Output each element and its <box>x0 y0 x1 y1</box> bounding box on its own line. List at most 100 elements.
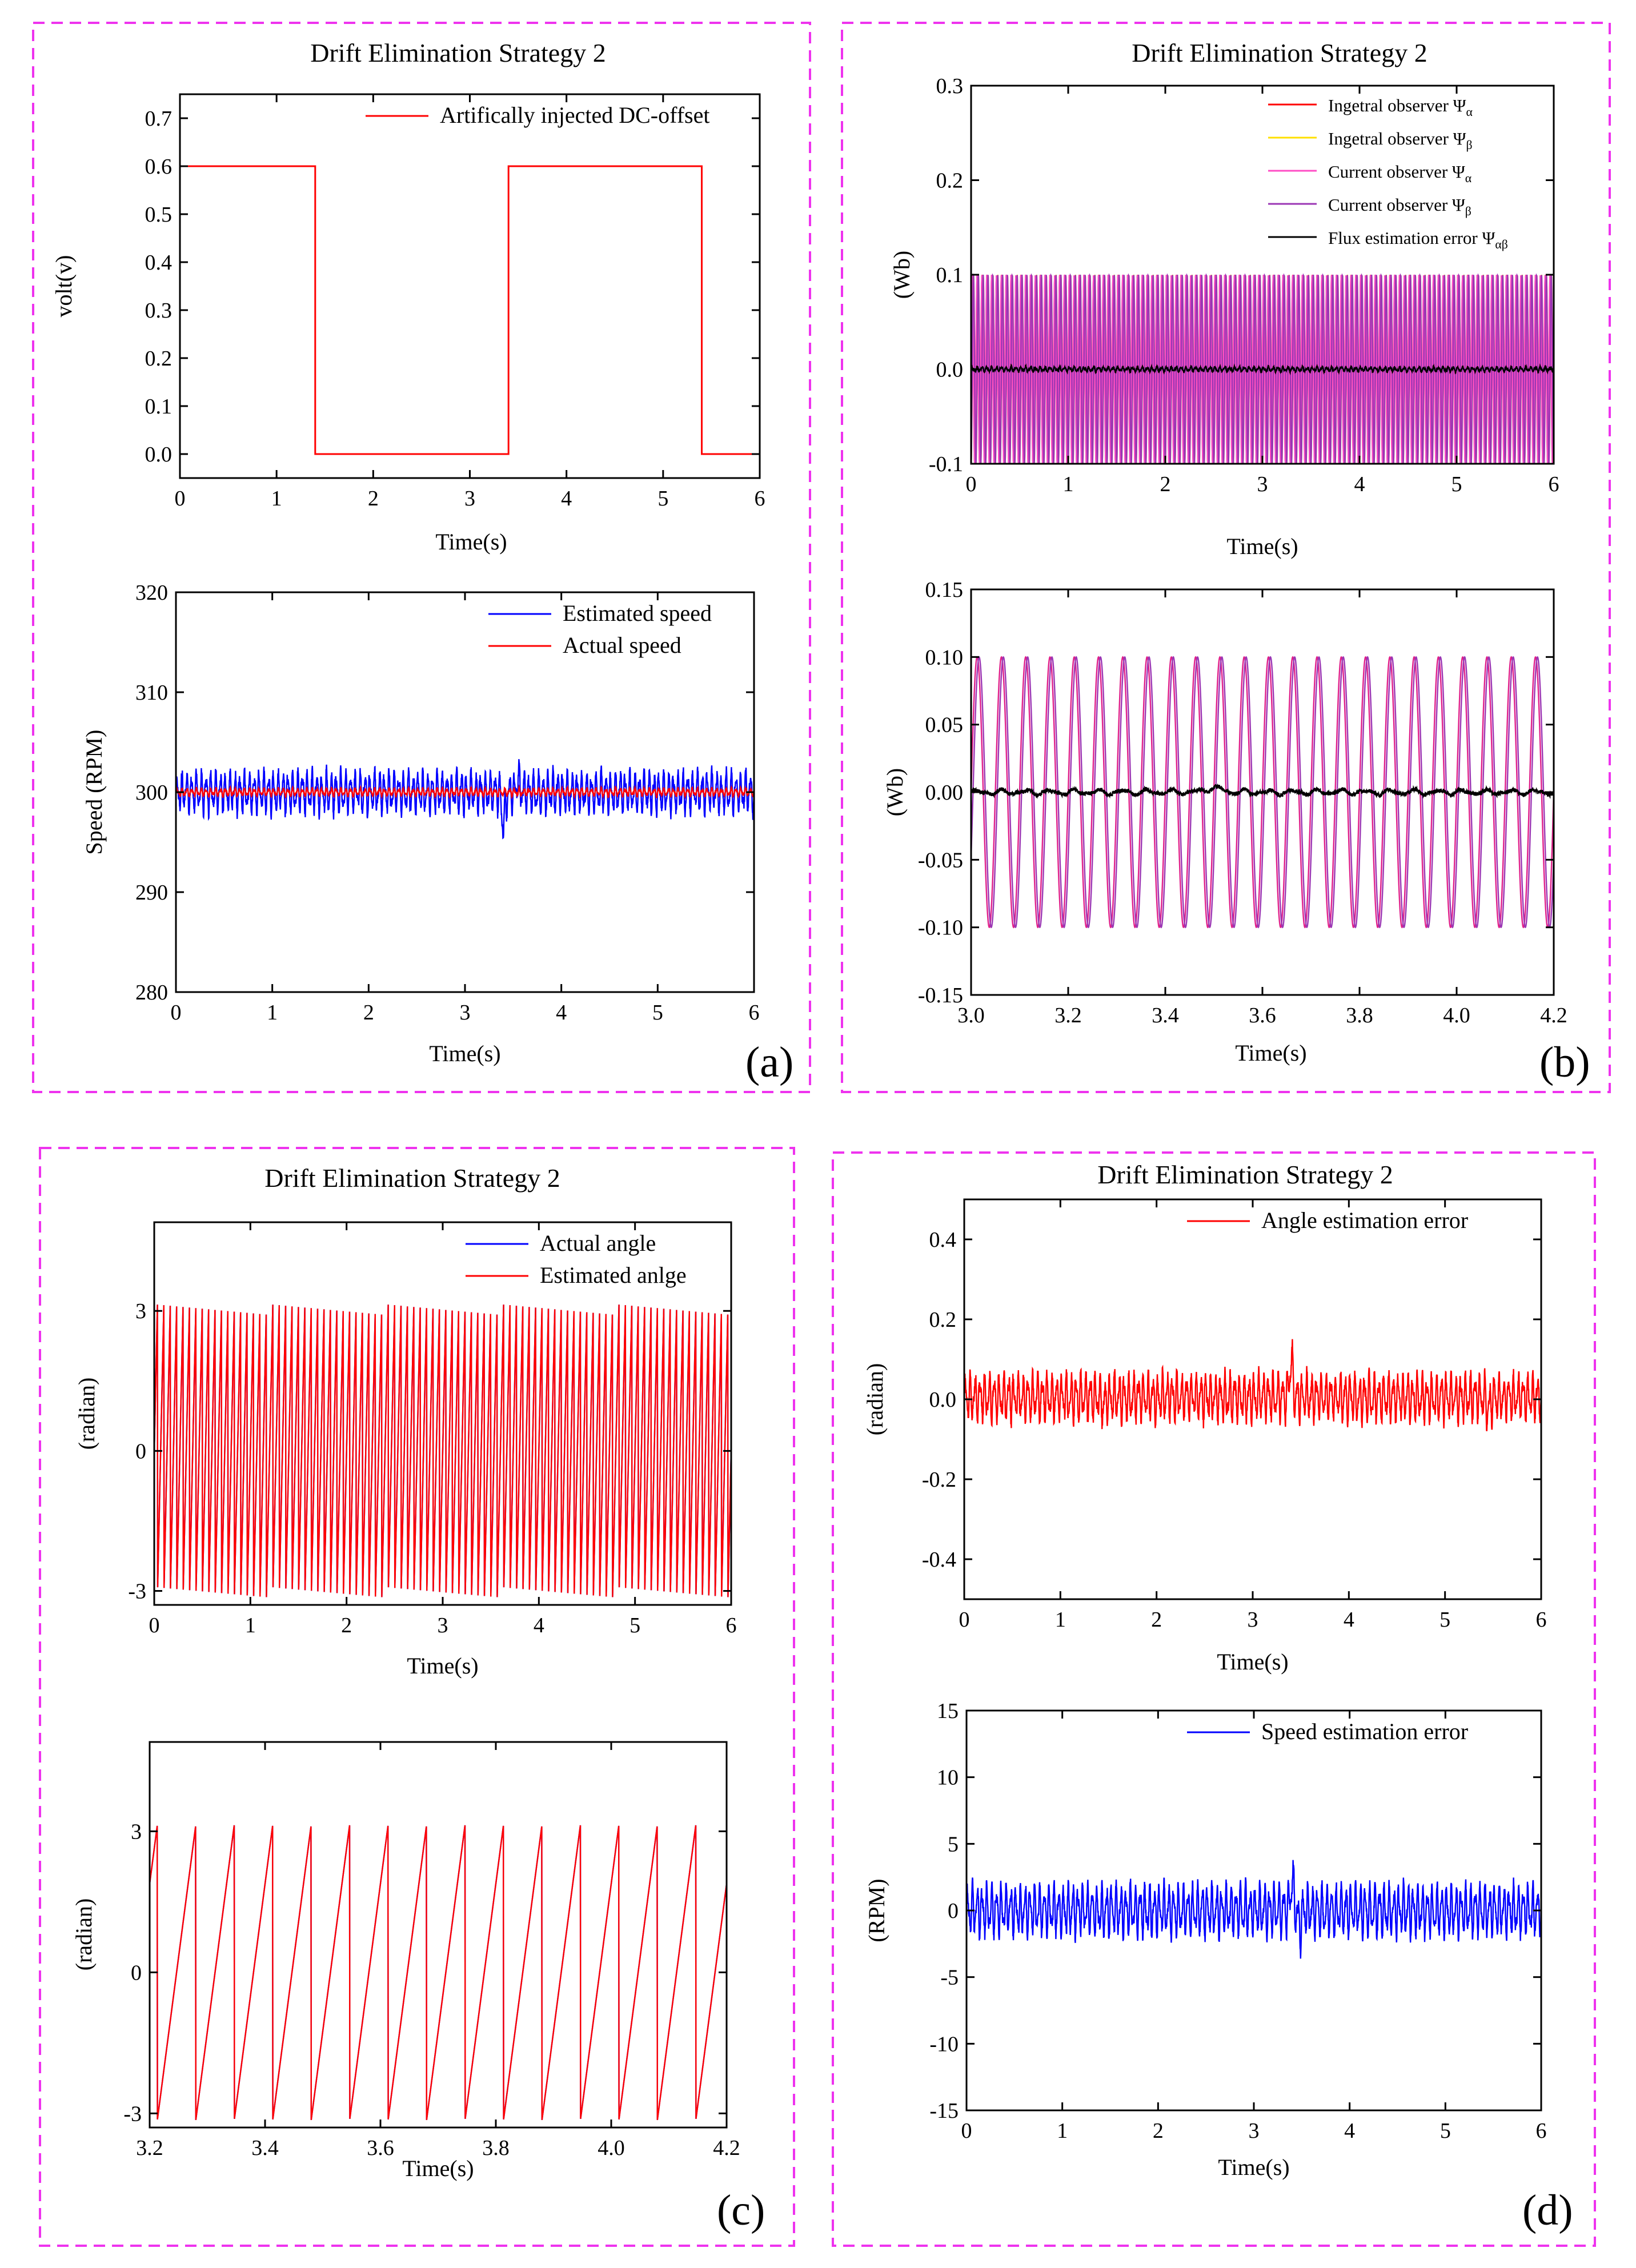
y-tick-label: 0.6 <box>145 155 173 179</box>
x-tick-label: 1 <box>267 1001 278 1025</box>
chart-b2: 3.0 3.2 3.4 3.6 3.8 4.0 4.2 -0.15 -0.10 -0.05 0.00… <box>882 578 1567 1066</box>
y-tick-label: 0.15 <box>925 578 964 602</box>
y-tick-label: 300 <box>135 781 168 805</box>
y-tick-label: 0.0 <box>929 1388 957 1412</box>
x-tick-label: 6 <box>726 1613 737 1637</box>
y-tick-label: 0.00 <box>925 781 964 805</box>
y-tick-label: 310 <box>135 681 168 705</box>
y-tick-label: -10 <box>929 2032 959 2056</box>
y-tick-label: 5 <box>948 1832 959 1856</box>
x-tick-label: 5 <box>657 487 668 511</box>
x-tick-label: 3.6 <box>1249 1003 1276 1027</box>
y-tick-label: 0.2 <box>929 1308 957 1332</box>
legend: Angle estimation error <box>1187 1207 1468 1233</box>
series-line-flux-estimation-error- <box>971 363 1554 376</box>
series-group <box>150 1825 727 2120</box>
x-tick-label: 0 <box>959 1608 970 1632</box>
series-group <box>154 1304 731 1597</box>
x-tick-label: 3 <box>1257 472 1268 496</box>
x-tick-label: 4 <box>561 487 572 511</box>
x-tick-label: 5 <box>1439 1608 1450 1632</box>
y-tick-label: -3 <box>128 1579 146 1603</box>
chart-a2: 0 1 2 3 4 5 6 280 290 300 310 320 Time(s) Speed (RPM)… <box>81 581 760 1066</box>
y-tick-label: 0 <box>131 1961 142 1985</box>
x-tick-label: 4.0 <box>598 2136 625 2160</box>
legend-entry: Angle estimation error <box>1261 1207 1468 1233</box>
y-axis-label: volt(v) <box>51 255 77 318</box>
y-tick-label: 0.0 <box>145 443 173 467</box>
x-axis-label: Time(s) <box>1218 2154 1289 2180</box>
series-group <box>964 1339 1541 1431</box>
y-axis-label: Speed (RPM) <box>81 730 107 855</box>
y-tick-label: 0.2 <box>936 169 964 193</box>
x-tick-label: 0 <box>149 1613 160 1637</box>
x-tick-label: 5 <box>1451 472 1462 496</box>
chart-a1: 0 1 2 3 4 5 6 0.0 0.1 0.2 0.3 0.4 0.5 0.6 0.7 Drift Eli… <box>51 38 765 555</box>
panel-c-border <box>39 1147 795 2247</box>
y-tick-label: -15 <box>929 2099 959 2123</box>
x-tick-label: 4 <box>1344 2119 1355 2143</box>
x-axis-label: Time(s) <box>407 1653 478 1679</box>
y-tick-label: 0.2 <box>145 347 173 371</box>
series-line-speed-estimation-error <box>967 1860 1541 1959</box>
series-line-estimated-anlge <box>150 1825 727 2120</box>
chart-d1: 0 1 2 3 4 5 6 -0.4 -0.2 0.0 0.2 0.4 Drift Eliminatio… <box>862 1160 1547 1675</box>
y-tick-label: 290 <box>135 881 168 905</box>
y-tick-label: 0.5 <box>145 203 173 227</box>
x-axis-label: Time(s) <box>1226 533 1298 559</box>
panel-d-border <box>832 1151 1596 2247</box>
series-group <box>971 273 1554 464</box>
x-tick-label: 6 <box>1549 472 1559 496</box>
x-tick-label: 1 <box>1055 1608 1066 1632</box>
legend-entry: Speed estimation error <box>1261 1719 1468 1744</box>
x-tick-label: 3 <box>1249 2119 1260 2143</box>
x-tick-label: 3 <box>460 1001 471 1025</box>
panel-label-a: (a) <box>745 1038 793 1086</box>
x-tick-label: 4 <box>534 1613 544 1637</box>
series-line-angle-estimation-error <box>964 1339 1541 1431</box>
x-tick-label: 4 <box>556 1001 567 1025</box>
y-tick-label: -0.05 <box>918 848 963 872</box>
y-tick-label: -0.4 <box>922 1548 956 1572</box>
x-tick-label: 3.0 <box>957 1003 985 1027</box>
legend: Estimated speed Actual speed <box>488 600 712 658</box>
series-line-actual-speed <box>176 784 754 800</box>
y-axis-label: (RPM) <box>864 1878 889 1942</box>
x-tick-label: 6 <box>755 487 765 511</box>
x-tick-label: 4.2 <box>713 2136 740 2160</box>
x-axis-label: Time(s) <box>1235 1040 1306 1066</box>
y-tick-label: 0.10 <box>925 645 964 669</box>
legend-entry: Flux estimation error Ψαβ <box>1328 228 1508 251</box>
y-tick-label: 0.7 <box>145 107 173 131</box>
y-tick-label: -0.10 <box>918 916 963 940</box>
y-axis-label: (radian) <box>71 1898 97 1971</box>
y-axis-label: (radian) <box>862 1363 888 1436</box>
x-axis-label: Time(s) <box>429 1041 500 1066</box>
legend: Artifically injected DC-offset <box>366 102 709 128</box>
y-tick-label: 0.3 <box>936 74 964 98</box>
x-axis-label: Time(s) <box>435 529 507 555</box>
y-tick-label: 0.1 <box>145 395 173 419</box>
x-tick-label: 3.6 <box>367 2136 394 2160</box>
series-group <box>180 165 760 455</box>
x-tick-label: 1 <box>1063 472 1074 496</box>
x-tick-label: 3.2 <box>136 2136 163 2160</box>
x-tick-label: 2 <box>1153 2119 1164 2143</box>
panel-label-b: (b) <box>1539 1038 1590 1086</box>
y-tick-label: 3 <box>131 1820 142 1844</box>
y-tick-label: 10 <box>937 1766 959 1790</box>
x-tick-label: 2 <box>363 1001 374 1025</box>
x-tick-label: 0 <box>175 487 186 511</box>
panel-label-d: (d) <box>1522 2186 1573 2234</box>
panel-label-c: (c) <box>717 2186 765 2234</box>
series-group <box>967 1860 1541 1959</box>
x-tick-label: 5 <box>1440 2119 1451 2143</box>
y-tick-label: 15 <box>937 1699 959 1723</box>
plot-frame <box>149 1741 728 2129</box>
chart-title: Drift Elimination Strategy 2 <box>264 1163 560 1193</box>
x-axis-label: Time(s) <box>1217 1649 1288 1675</box>
panel-b-border <box>841 22 1611 1093</box>
x-tick-label: 4.2 <box>1540 1003 1567 1027</box>
y-tick-label: -0.2 <box>922 1468 956 1492</box>
plots: 0 1 2 3 4 5 6 0.0 0.1 0.2 0.3 0.4 0.5 0.6 0.7 Drift Eli… <box>51 38 1567 2181</box>
